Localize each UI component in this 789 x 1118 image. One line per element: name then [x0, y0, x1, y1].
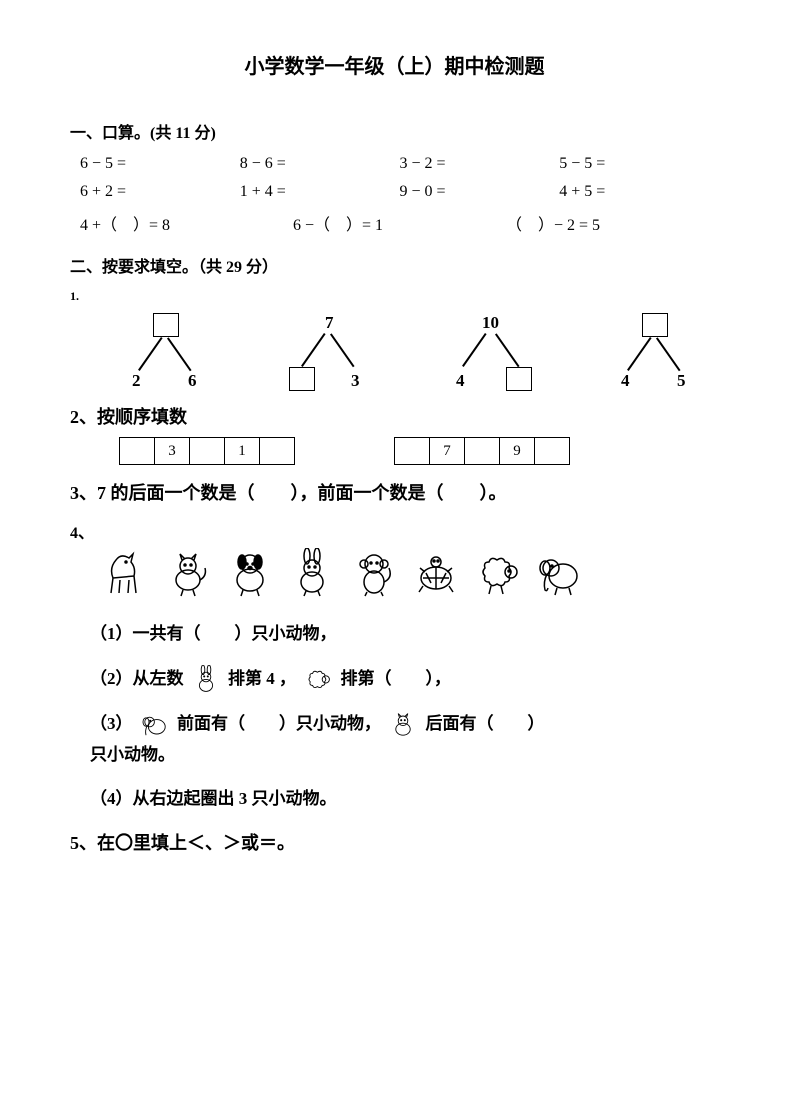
cat-icon: [385, 710, 421, 740]
q4-2: （2）从左数 排第 4 ， 排第（ ），: [90, 664, 719, 695]
animal-elephant-icon: [534, 547, 586, 599]
seq-cell: 9: [499, 437, 535, 465]
q4-3: （3） 前面有（ ）只小动物， 后面有（ ） 只小动物。: [90, 709, 719, 771]
calc-row-1: 6 − 5 = 8 − 6 = 3 − 2 = 5 − 5 =: [80, 155, 719, 173]
bond-blank-box: [642, 313, 668, 337]
animal-sheep-icon: [472, 547, 524, 599]
calc-item: （ ）− 2 = 5: [506, 211, 719, 235]
elephant-icon: [137, 710, 173, 740]
bond-num: 6: [188, 371, 197, 391]
calc-item: 1 + 4 =: [240, 183, 400, 201]
animal-dog-icon: [224, 547, 276, 599]
page-title: 小学数学一年级（上）期中检测题: [70, 50, 719, 79]
calc-item: 6 + 2 =: [80, 183, 240, 201]
calc-item: 6 − 5 =: [80, 155, 240, 173]
seq-cell: [394, 437, 430, 465]
bond-3: 10 4: [436, 313, 546, 393]
q4-3-c: 后面有（ ）: [426, 714, 545, 733]
q4-2-c: 排第（ ），: [341, 669, 452, 688]
calc-item: 6 −（ ）= 1: [293, 211, 506, 235]
seq-cell: [259, 437, 295, 465]
animal-turtle-icon: [410, 547, 462, 599]
seq-cell: [189, 437, 225, 465]
q2-label: 2、按顺序填数: [70, 403, 719, 429]
q4-3-b: 前面有（ ）只小动物，: [177, 714, 381, 733]
seq-cell: 1: [224, 437, 260, 465]
number-bonds: 2 6 7 3 10 4 4 5: [110, 313, 709, 393]
animal-cat-icon: [162, 547, 214, 599]
animal-row: [100, 547, 719, 599]
bond-blank-box: [153, 313, 179, 337]
q4-4: （4）从右边起圈出 3 只小动物。: [90, 784, 719, 815]
q3-text: 3、7 的后面一个数是（ ），前面一个数是（ ）。: [70, 479, 719, 505]
bond-num: 2: [132, 371, 141, 391]
q4-3-a: （3）: [90, 714, 133, 733]
bond-1: 2 6: [110, 313, 220, 393]
sequence-1: 3 1: [120, 437, 295, 465]
calc-item: 4 + 5 =: [559, 183, 719, 201]
bond-num: 3: [351, 371, 360, 391]
seq-cell: 7: [429, 437, 465, 465]
section1-head: 一、口算。(共 11 分): [70, 119, 719, 143]
q4-2-b: 排第 4 ，: [228, 669, 296, 688]
bond-num: 4: [621, 371, 630, 391]
seq-cell: 3: [154, 437, 190, 465]
section2-head: 二、按要求填空。（共 29 分）: [70, 253, 719, 277]
sheep-icon: [300, 665, 336, 695]
q1-label: 1.: [70, 289, 79, 303]
bond-num: 10: [482, 313, 499, 333]
bond-num: 5: [677, 371, 686, 391]
seq-cell: [464, 437, 500, 465]
seq-cell: [534, 437, 570, 465]
bond-blank-box: [289, 367, 315, 391]
q5-text: 5、在〇里填上＜、＞或＝。: [70, 829, 719, 855]
q4-3-d: 只小动物。: [90, 745, 175, 764]
calc-row-3: 4 +（ ）= 8 6 −（ ）= 1 （ ）− 2 = 5: [80, 211, 719, 235]
calc-item: 9 − 0 =: [400, 183, 560, 201]
bond-num: 7: [325, 313, 334, 333]
bond-2: 7 3: [273, 313, 383, 393]
calc-item: 8 − 6 =: [240, 155, 400, 173]
animal-rabbit-icon: [286, 547, 338, 599]
q4-label: 4、: [70, 525, 94, 542]
calc-row-2: 6 + 2 = 1 + 4 = 9 − 0 = 4 + 5 =: [80, 183, 719, 201]
seq-cell: [119, 437, 155, 465]
q4-1: （1）一共有（ ）只小动物，: [90, 619, 719, 650]
calc-item: 4 +（ ）= 8: [80, 211, 293, 235]
rabbit-icon: [188, 665, 224, 695]
bond-4: 4 5: [599, 313, 709, 393]
bond-blank-box: [506, 367, 532, 391]
calc-item: 5 − 5 =: [559, 155, 719, 173]
animal-monkey-icon: [348, 547, 400, 599]
calc-item: 3 − 2 =: [400, 155, 560, 173]
q4-2-a: （2）从左数: [90, 669, 184, 688]
bond-num: 4: [456, 371, 465, 391]
sequence-row: 3 1 7 9: [120, 437, 719, 465]
sequence-2: 7 9: [395, 437, 570, 465]
animal-horse-icon: [100, 547, 152, 599]
